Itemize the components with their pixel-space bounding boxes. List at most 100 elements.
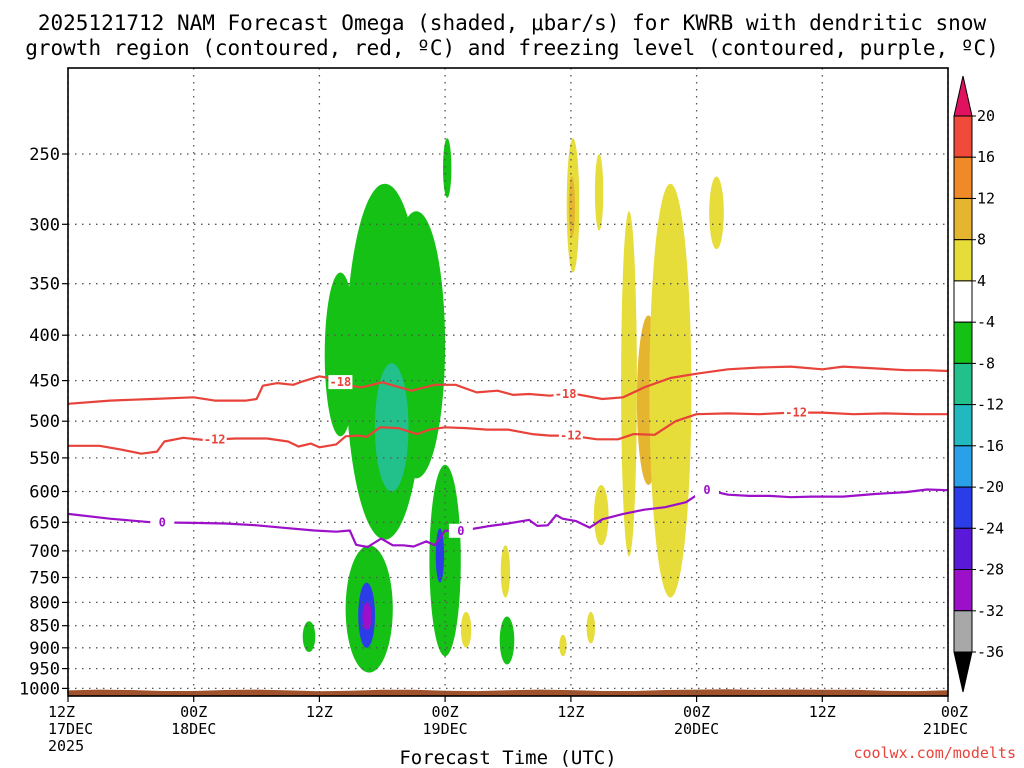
contour-labels: -18 -18 -12 -12 -12 0 0 0 bbox=[150, 375, 809, 538]
plot-area: -18 -18 -12 -12 -12 0 0 0 bbox=[67, 67, 949, 697]
colorbar-box-9 bbox=[953, 486, 973, 529]
x-tick-label-60-1: 20DEC bbox=[674, 720, 719, 738]
omega-region-3 bbox=[443, 138, 452, 198]
y-tick-label-600: 600 bbox=[29, 483, 60, 503]
contour-label-0-1: 0 bbox=[457, 524, 464, 538]
omega-region-17 bbox=[649, 183, 692, 598]
x-axis-label: Forecast Time (UTC) bbox=[399, 747, 616, 768]
omega-region-19 bbox=[593, 485, 609, 546]
omega-region-11 bbox=[499, 616, 515, 665]
contour-label--12-2: -12 bbox=[785, 406, 807, 420]
x-tick-label-0-2: 2025 bbox=[48, 737, 84, 755]
y-tick-label-900: 900 bbox=[29, 639, 60, 659]
x-tick-label-60-0: 00Z bbox=[683, 703, 710, 721]
colorbar-bottom-arrow bbox=[953, 651, 973, 693]
contour-label--18-1: -18 bbox=[555, 387, 577, 401]
x-tick-label-12-0: 00Z bbox=[180, 703, 207, 721]
colorbar-box-0 bbox=[953, 115, 973, 158]
colorbar-label-4: 4 bbox=[977, 272, 986, 290]
colorbar-label-12: -32 bbox=[977, 602, 1004, 620]
colorbar-box-1 bbox=[953, 156, 973, 199]
y-tick-label-250: 250 bbox=[29, 145, 60, 165]
contour-label-bg--12-2 bbox=[784, 405, 809, 420]
colorbar-box-6 bbox=[953, 362, 973, 406]
colorbar-box-5 bbox=[953, 321, 973, 364]
x-tick-label-12-1: 18DEC bbox=[171, 720, 216, 738]
x-tick-label-48-0: 12Z bbox=[557, 703, 584, 721]
colorbar-box-8 bbox=[953, 445, 973, 488]
omega-region-18 bbox=[709, 176, 724, 250]
colorbar-label-11: -28 bbox=[977, 561, 1004, 579]
source-credit: coolwx.com/modelts bbox=[853, 744, 1016, 762]
omega-region-8 bbox=[429, 464, 461, 657]
colorbar-box-10 bbox=[953, 527, 973, 570]
omega-region-23 bbox=[500, 545, 511, 598]
colorbar-label-8: -16 bbox=[977, 437, 1004, 455]
contour-label-bg-0-2 bbox=[695, 483, 719, 497]
colorbar-box-3 bbox=[953, 239, 973, 282]
contour-label-0-2: 0 bbox=[703, 483, 710, 497]
omega-region-10 bbox=[302, 621, 316, 652]
colorbar-box-7 bbox=[953, 404, 973, 447]
y-tick-label-300: 300 bbox=[29, 215, 60, 235]
contour-label--18-0: -18 bbox=[330, 375, 352, 389]
y-tick-label-450: 450 bbox=[29, 372, 60, 392]
colorbar-label-9: -20 bbox=[977, 478, 1004, 496]
colorbar-label-10: -24 bbox=[977, 519, 1004, 537]
y-tick-label-850: 850 bbox=[29, 617, 60, 637]
y-tick-label-400: 400 bbox=[29, 326, 60, 346]
contour-label-bg-0-1 bbox=[448, 523, 473, 538]
colorbar-label-0: 20 bbox=[977, 107, 995, 125]
y-tick-label-550: 550 bbox=[29, 449, 60, 469]
omega-region-21 bbox=[586, 611, 595, 644]
y-tick-label-500: 500 bbox=[29, 412, 60, 432]
x-tick-label-24-0: 12Z bbox=[306, 703, 333, 721]
contour-label-0-0: 0 bbox=[159, 516, 166, 530]
omega-colorbar: 20 16 12 8 4 -4 -8 -12 -16 -20 -24 -28 -32 -36 bbox=[953, 75, 1004, 693]
contour-label--12-1: -12 bbox=[560, 429, 582, 443]
colorbar-label-3: 8 bbox=[977, 231, 986, 249]
colorbar-label-2: 12 bbox=[977, 190, 995, 208]
omega-region-22 bbox=[460, 611, 472, 648]
omega-region-13 bbox=[568, 176, 576, 237]
y-tick-label-1000: 1000 bbox=[19, 679, 60, 699]
y-tick-label-750: 750 bbox=[29, 569, 60, 589]
x-tick-label-36-0: 00Z bbox=[432, 703, 459, 721]
colorbar-label-13: -36 bbox=[977, 643, 1004, 661]
x-tick-label-84-0: 00Z bbox=[941, 703, 968, 721]
colorbar-label-5: -4 bbox=[977, 313, 995, 331]
y-axis: 2503003504004505005506006507007508008509… bbox=[19, 145, 68, 699]
x-tick-label-36-1: 19DEC bbox=[423, 720, 468, 738]
terrain-fill bbox=[68, 689, 948, 696]
x-tick-label-0-1: 17DEC bbox=[48, 720, 93, 738]
contour-label-bg--18-0 bbox=[328, 375, 353, 390]
colorbar-box-2 bbox=[953, 198, 973, 241]
contour-label--12-0: -12 bbox=[204, 433, 226, 447]
omega-shading bbox=[302, 138, 724, 673]
y-tick-label-350: 350 bbox=[29, 275, 60, 295]
y-tick-label-950: 950 bbox=[29, 660, 60, 680]
colorbar-label-1: 16 bbox=[977, 148, 995, 166]
chart-title-line-1: 2025121712 NAM Forecast Omega (shaded, μ… bbox=[38, 11, 987, 35]
y-tick-label-650: 650 bbox=[29, 513, 60, 533]
x-tick-label-0-0: 12Z bbox=[48, 703, 75, 721]
omega-region-20 bbox=[559, 634, 567, 657]
x-tick-label-84-1: 21DEC bbox=[923, 720, 968, 738]
colorbar-box-11 bbox=[953, 569, 973, 612]
terrain-surface bbox=[68, 689, 948, 696]
y-tick-label-800: 800 bbox=[29, 593, 60, 613]
omega-region-14 bbox=[594, 154, 604, 231]
contour-label-bg--12-0 bbox=[202, 432, 227, 447]
contour-line--18c bbox=[68, 365, 948, 405]
contour-line-0c bbox=[68, 488, 948, 549]
contour-label-bg--12-1 bbox=[558, 428, 583, 443]
colorbar-box-12 bbox=[953, 610, 973, 653]
colorbar-label-7: -12 bbox=[977, 396, 1004, 414]
omega-region-7 bbox=[362, 602, 372, 631]
contour-label-bg--18-1 bbox=[553, 386, 578, 401]
x-tick-label-72-0: 12Z bbox=[809, 703, 836, 721]
contour-label-bg-0-0 bbox=[150, 515, 175, 530]
colorbar-box-4 bbox=[953, 280, 973, 323]
omega-region-15 bbox=[621, 211, 637, 557]
